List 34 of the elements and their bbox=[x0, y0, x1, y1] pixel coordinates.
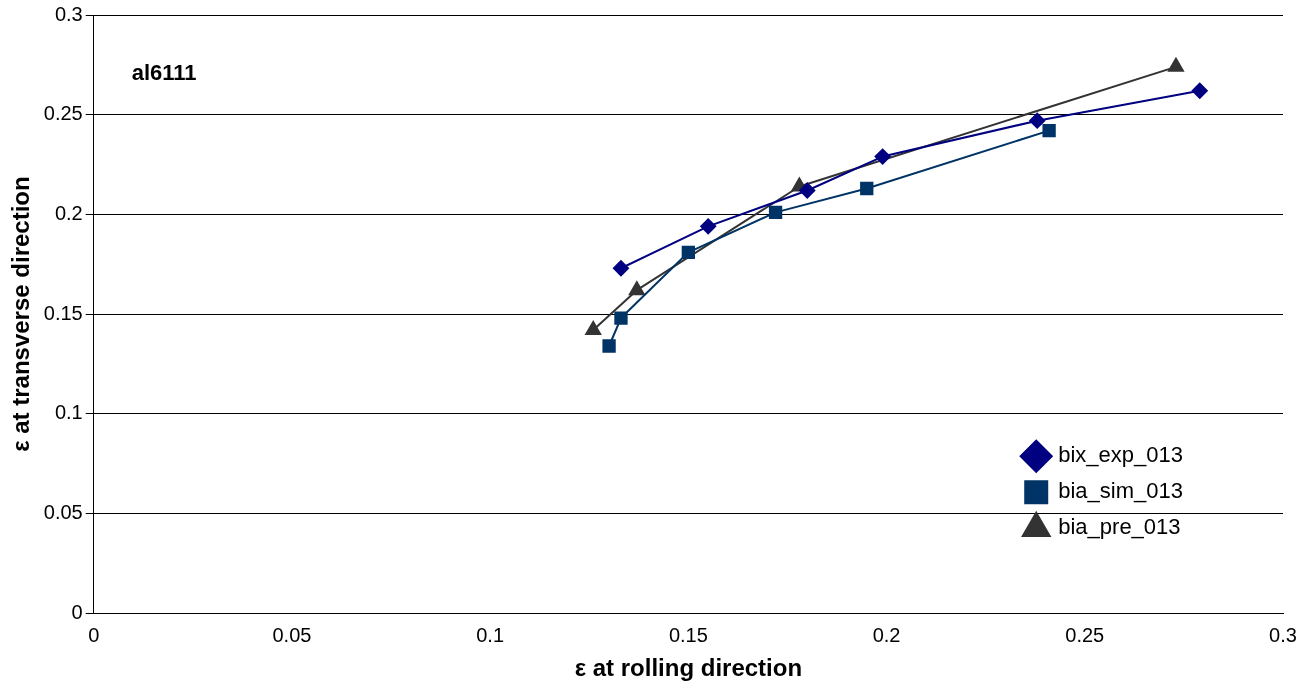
x-tick-label: 0.05 bbox=[272, 623, 312, 646]
point bbox=[799, 182, 816, 199]
point bbox=[585, 321, 602, 336]
point bbox=[874, 148, 891, 165]
x-tick-label: 0.2 bbox=[872, 623, 901, 646]
point bbox=[614, 311, 628, 325]
point bbox=[1042, 124, 1056, 138]
point bbox=[1191, 82, 1208, 99]
annotation: al6111 bbox=[131, 60, 197, 85]
point bbox=[700, 218, 717, 235]
point bbox=[1029, 112, 1046, 129]
y-tick-label: 0.05 bbox=[43, 501, 83, 524]
x-tick-label: 0 bbox=[88, 623, 100, 646]
y-tick-label: 0.2 bbox=[54, 201, 83, 224]
legend-label: bia_sim_013 bbox=[1058, 478, 1183, 504]
y-tick-label: 0 bbox=[71, 600, 83, 623]
y-tick-label: 0.25 bbox=[43, 102, 83, 125]
point bbox=[768, 205, 783, 220]
point bbox=[612, 260, 629, 277]
x-tick-label: 0.15 bbox=[668, 623, 708, 646]
legend-label: bix_exp_013 bbox=[1058, 442, 1184, 468]
y-tick-label: 0.3 bbox=[54, 2, 83, 25]
x-tick-label: 0.1 bbox=[476, 623, 505, 646]
x-tick-label: 0.25 bbox=[1065, 623, 1105, 646]
point bbox=[602, 339, 616, 353]
y-tick-label: 0.1 bbox=[54, 401, 83, 424]
legend-label: bia_pre_013 bbox=[1058, 514, 1181, 540]
x-axis-title: ε at rolling direction bbox=[574, 654, 803, 682]
y-tick-label: 0.15 bbox=[43, 301, 83, 324]
point bbox=[628, 281, 645, 296]
point bbox=[681, 245, 696, 259]
y-axis-title: ε at transverse direction bbox=[7, 176, 35, 452]
x-tick-label: 0.3 bbox=[1269, 623, 1297, 646]
point bbox=[860, 181, 874, 196]
